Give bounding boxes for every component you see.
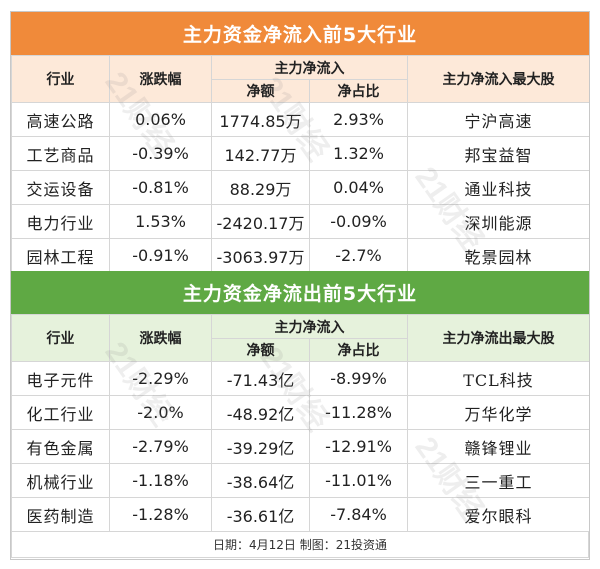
top-stock-cell: 爱尔眼科 <box>407 497 590 532</box>
table-row: 有色金属 -2.79% -39.29亿 -12.91% 赣锋锂业 <box>11 429 590 464</box>
change-cell: -0.91% <box>109 238 212 273</box>
top-stock-cell: 通业科技 <box>407 170 590 205</box>
net-ratio-cell: -12.91% <box>309 429 408 464</box>
change-cell: -2.0% <box>109 395 212 430</box>
industry-cell: 工艺商品 <box>11 136 110 171</box>
industry-cell: 交运设备 <box>11 170 110 205</box>
header-top-stock: 主力净流出最大股 <box>407 314 590 362</box>
industry-cell: 化工行业 <box>11 395 110 430</box>
table-row: 电力行业 1.53% -2420.17万 -0.09% 深圳能源 <box>11 204 590 239</box>
net-ratio-cell: -2.7% <box>309 238 408 273</box>
net-ratio-cell: -11.28% <box>309 395 408 430</box>
header-net-ratio: 净占比 <box>309 338 408 362</box>
industry-cell: 电力行业 <box>11 204 110 239</box>
industry-cell: 高速公路 <box>11 102 110 137</box>
net-ratio-cell: 0.04% <box>309 170 408 205</box>
top-stock-cell: 邦宝益智 <box>407 136 590 171</box>
net-amount-cell: 142.77万 <box>211 136 310 171</box>
net-amount-cell: -39.29亿 <box>211 429 310 464</box>
header-net-group: 主力净流入 <box>211 314 408 339</box>
net-ratio-cell: -0.09% <box>309 204 408 239</box>
net-amount-cell: -71.43亿 <box>211 361 310 396</box>
header-change: 涨跌幅 <box>109 314 212 362</box>
industry-cell: 电子元件 <box>11 361 110 396</box>
change-cell: 1.53% <box>109 204 212 239</box>
top-stock-cell: 三一重工 <box>407 463 590 498</box>
net-ratio-cell: 2.93% <box>309 102 408 137</box>
change-cell: -1.28% <box>109 497 212 532</box>
table-row: 园林工程 -0.91% -3063.97万 -2.7% 乾景园林 <box>11 238 590 273</box>
industry-cell: 有色金属 <box>11 429 110 464</box>
change-cell: -2.79% <box>109 429 212 464</box>
change-cell: -0.39% <box>109 136 212 171</box>
industry-cell: 机械行业 <box>11 463 110 498</box>
top-stock-cell: 赣锋锂业 <box>407 429 590 464</box>
footer-caption: 日期：4月12日 制图：21投资通 <box>11 531 589 558</box>
header-net-amount: 净额 <box>211 79 310 103</box>
top-stock-cell: 宁沪高速 <box>407 102 590 137</box>
change-cell: -1.18% <box>109 463 212 498</box>
inflow-rows: 高速公路 0.06% 1774.85万 2.93% 宁沪高速 工艺商品 -0.39% 142.… <box>11 102 590 273</box>
header-net-group: 主力净流入 <box>211 55 408 80</box>
net-ratio-cell: -11.01% <box>309 463 408 498</box>
header-net-ratio: 净占比 <box>309 79 408 103</box>
table-row: 化工行业 -2.0% -48.92亿 -11.28% 万华化学 <box>11 395 590 430</box>
net-amount-cell: -38.64亿 <box>211 463 310 498</box>
net-amount-cell: -2420.17万 <box>211 204 310 239</box>
table-row: 电子元件 -2.29% -71.43亿 -8.99% TCL科技 <box>11 361 590 396</box>
table-row: 医药制造 -1.28% -36.61亿 -7.84% 爱尔眼科 <box>11 497 590 532</box>
net-amount-cell: -3063.97万 <box>211 238 310 273</box>
change-cell: -2.29% <box>109 361 212 396</box>
net-amount-cell: 1774.85万 <box>211 102 310 137</box>
change-cell: 0.06% <box>109 102 212 137</box>
outflow-title-banner: 主力资金净流出前5大行业 <box>11 271 589 314</box>
net-amount-cell: -36.61亿 <box>211 497 310 532</box>
header-industry: 行业 <box>11 55 110 103</box>
top-stock-cell: 乾景园林 <box>407 238 590 273</box>
top-stock-cell: 深圳能源 <box>407 204 590 239</box>
net-ratio-cell: -7.84% <box>309 497 408 532</box>
table-row: 机械行业 -1.18% -38.64亿 -11.01% 三一重工 <box>11 463 590 498</box>
outflow-rows: 电子元件 -2.29% -71.43亿 -8.99% TCL科技 化工行业 -2.0% -48… <box>11 361 590 532</box>
inflow-table: 行业 涨跌幅 主力净流入 主力净流入最大股 净额 净占比 高速公路 0.06% 17… <box>11 55 590 273</box>
outflow-table: 行业 涨跌幅 主力净流入 主力净流出最大股 净额 净占比 电子元件 -2.29% -… <box>11 314 590 532</box>
header-net-amount: 净额 <box>211 338 310 362</box>
header-top-stock: 主力净流入最大股 <box>407 55 590 103</box>
header-industry: 行业 <box>11 314 110 362</box>
table-row: 工艺商品 -0.39% 142.77万 1.32% 邦宝益智 <box>11 136 590 171</box>
top-stock-cell: 万华化学 <box>407 395 590 430</box>
industry-cell: 园林工程 <box>11 238 110 273</box>
change-cell: -0.81% <box>109 170 212 205</box>
net-ratio-cell: -8.99% <box>309 361 408 396</box>
top-stock-cell: TCL科技 <box>407 361 590 396</box>
inflow-title-banner: 主力资金净流入前5大行业 <box>11 12 589 55</box>
table-row: 高速公路 0.06% 1774.85万 2.93% 宁沪高速 <box>11 102 590 137</box>
net-amount-cell: 88.29万 <box>211 170 310 205</box>
header-change: 涨跌幅 <box>109 55 212 103</box>
table-row: 交运设备 -0.81% 88.29万 0.04% 通业科技 <box>11 170 590 205</box>
net-amount-cell: -48.92亿 <box>211 395 310 430</box>
industry-cell: 医药制造 <box>11 497 110 532</box>
net-ratio-cell: 1.32% <box>309 136 408 171</box>
